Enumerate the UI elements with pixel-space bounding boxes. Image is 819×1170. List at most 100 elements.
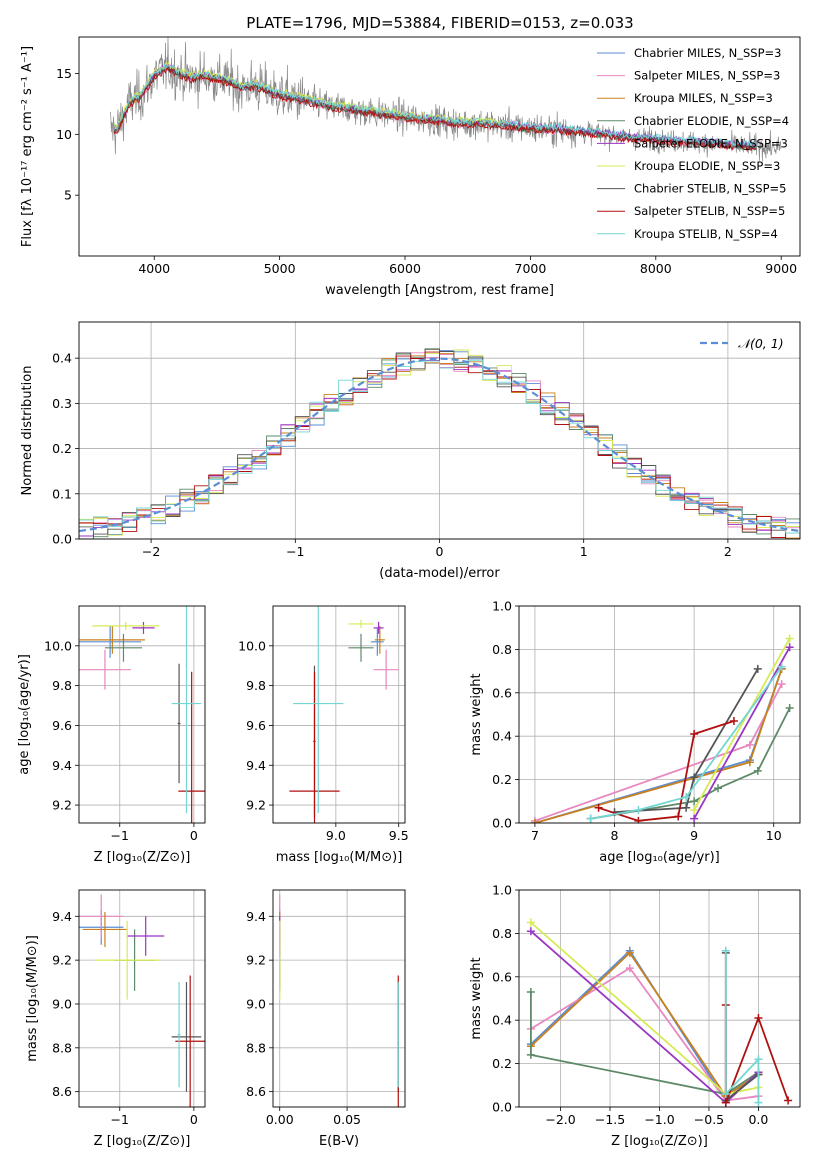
- y-tick-label: 1.0: [492, 599, 512, 614]
- y-axis-label: Normed distribution: [20, 366, 35, 496]
- series-line: [614, 668, 759, 813]
- series-point: [777, 680, 786, 689]
- histogram-salpeter-stelib: [79, 351, 800, 539]
- y-tick-label: 15: [56, 66, 72, 81]
- x-tick-label: 2: [724, 544, 732, 559]
- x-tick-label: 9.5: [389, 828, 409, 843]
- axes-frame: [78, 605, 206, 824]
- plot-area: [289, 606, 399, 823]
- series-point: [530, 819, 539, 823]
- y-tick-label: 1.0: [492, 883, 512, 898]
- y-tick-label: 9.2: [52, 798, 72, 813]
- series-point: [745, 758, 754, 767]
- x-tick-label: 8000: [640, 261, 672, 276]
- series-point: [690, 730, 699, 739]
- x-tick-label: 9.0: [326, 828, 346, 843]
- axes-frame: [78, 889, 206, 1108]
- panel-mass_vs_Z: −1 0 8.6 8.8 9.0 9.2 9.4 Z [log₁₀(Z/Z⊙)] mass [l…: [25, 889, 206, 1149]
- axes-frame: [272, 889, 406, 1108]
- histogram-kroupa-stelib: [79, 359, 800, 539]
- series-point: [784, 1096, 793, 1105]
- y-tick-label: 0.6: [492, 969, 512, 984]
- y-tick-label: 0.0: [492, 816, 512, 831]
- y-axis-label: Flux [fλ 10⁻¹⁷ erg cm⁻² s⁻¹ A⁻¹]: [20, 46, 35, 247]
- legend-entry: Kroupa ELODIE, N_SSP=3: [634, 159, 780, 173]
- plot-area: [79, 606, 205, 823]
- x-tick-label: −1: [111, 828, 129, 843]
- x-tick-label: −1: [111, 1112, 129, 1127]
- series-point: [690, 814, 699, 823]
- y-tick-label: 9.0: [52, 996, 72, 1011]
- y-tick-label: 9.4: [246, 909, 266, 924]
- y-tick-label: 0.2: [52, 441, 72, 456]
- series-point: [682, 792, 691, 801]
- series-line: [530, 951, 759, 1098]
- y-tick-label: 9.4: [246, 758, 266, 773]
- y-tick-label: 0.4: [492, 1013, 512, 1028]
- series-point: [594, 803, 603, 812]
- x-tick-label: 0.05: [333, 1112, 361, 1127]
- series-point: [634, 805, 643, 814]
- normal-curve: [79, 357, 800, 533]
- y-tick-label: 0.1: [52, 486, 72, 501]
- x-tick-label: −2: [142, 544, 160, 559]
- legend-entry: Kroupa MILES, N_SSP=3: [634, 91, 773, 105]
- plot-area: [530, 634, 794, 823]
- y-tick-label: 0.8: [492, 642, 512, 657]
- legend-entry: Salpeter STELIB, N_SSP=5: [634, 204, 785, 218]
- series-line: [534, 683, 783, 822]
- panel-spectrum: 4000 5000 6000 7000 8000 9000 5 10 15 wavelength …: [20, 36, 801, 298]
- x-tick-label: 7: [531, 828, 539, 843]
- series-point: [682, 803, 691, 812]
- series-point: [690, 805, 699, 814]
- y-tick-label: 8.6: [246, 1084, 266, 1099]
- y-tick-label: 0.3: [52, 396, 72, 411]
- y-tick-label: 0.4: [52, 351, 72, 366]
- y-tick-label: 10: [56, 127, 72, 142]
- panel-massweight_vs_age: 7 8 9 10 0.0 0.2 0.4 0.6 0.8 1.0 age [log₁₀(age/yr…: [469, 599, 801, 865]
- y-tick-label: 0.0: [52, 532, 72, 547]
- legend-entry: Chabrier MILES, N_SSP=3: [634, 46, 781, 60]
- series-point: [721, 1098, 730, 1107]
- y-tick-label: 8.8: [246, 1040, 266, 1055]
- y-tick-label: 0.0: [492, 1100, 512, 1115]
- plot-area: [79, 894, 205, 1107]
- histogram-chabrier-stelib: [79, 348, 800, 539]
- figure-title: PLATE=1796, MJD=53884, FIBERID=0153, z=0…: [246, 14, 633, 32]
- series-point: [785, 703, 794, 712]
- series-point: [634, 816, 643, 823]
- x-tick-label: 7000: [515, 261, 547, 276]
- legend-entry: Kroupa STELIB, N_SSP=4: [634, 227, 778, 241]
- series-point: [785, 634, 794, 643]
- x-tick-label: 10: [766, 828, 782, 843]
- y-tick-label: 0.4: [492, 729, 512, 744]
- series-line: [530, 992, 759, 1095]
- y-tick-label: 8.6: [52, 1084, 72, 1099]
- series-point: [526, 918, 535, 927]
- panel-age_vs_Z: −1 0 9.2 9.4 9.6 9.8 10.0 Z [log₁₀(Z/Z⊙)] age [l…: [17, 605, 206, 865]
- y-tick-label: 0.6: [492, 685, 512, 700]
- series-point: [526, 987, 535, 996]
- y-tick-label: 5: [64, 188, 72, 203]
- y-axis-label: mass weight: [469, 957, 484, 1039]
- legend-entry: Salpeter ELODIE, N_SSP=3: [634, 136, 788, 150]
- series-point: [586, 814, 595, 823]
- y-tick-label: 9.6: [246, 718, 266, 733]
- x-tick-label: 0: [190, 828, 198, 843]
- x-tick-label: 0.0: [748, 1112, 768, 1127]
- series-point: [526, 1050, 535, 1059]
- y-tick-label: 9.6: [52, 718, 72, 733]
- series-point: [690, 797, 699, 806]
- y-axis-label: age [log₁₀(age/yr)]: [17, 654, 32, 775]
- y-tick-label: 9.4: [52, 758, 72, 773]
- series-line: [693, 646, 791, 820]
- panel-residuals: −2 −1 0 1 2 0.0 0.1 0.2 0.3 0.4 (data-model)/error…: [20, 321, 801, 581]
- x-tick-label: 5000: [264, 261, 296, 276]
- x-tick-label: 9: [690, 828, 698, 843]
- series-line: [693, 638, 791, 811]
- y-tick-label: 9.2: [52, 953, 72, 968]
- y-tick-label: 9.4: [52, 909, 72, 924]
- y-tick-label: 0.2: [492, 772, 512, 787]
- series-line: [724, 950, 760, 1103]
- x-tick-label: −1.5: [595, 1112, 625, 1127]
